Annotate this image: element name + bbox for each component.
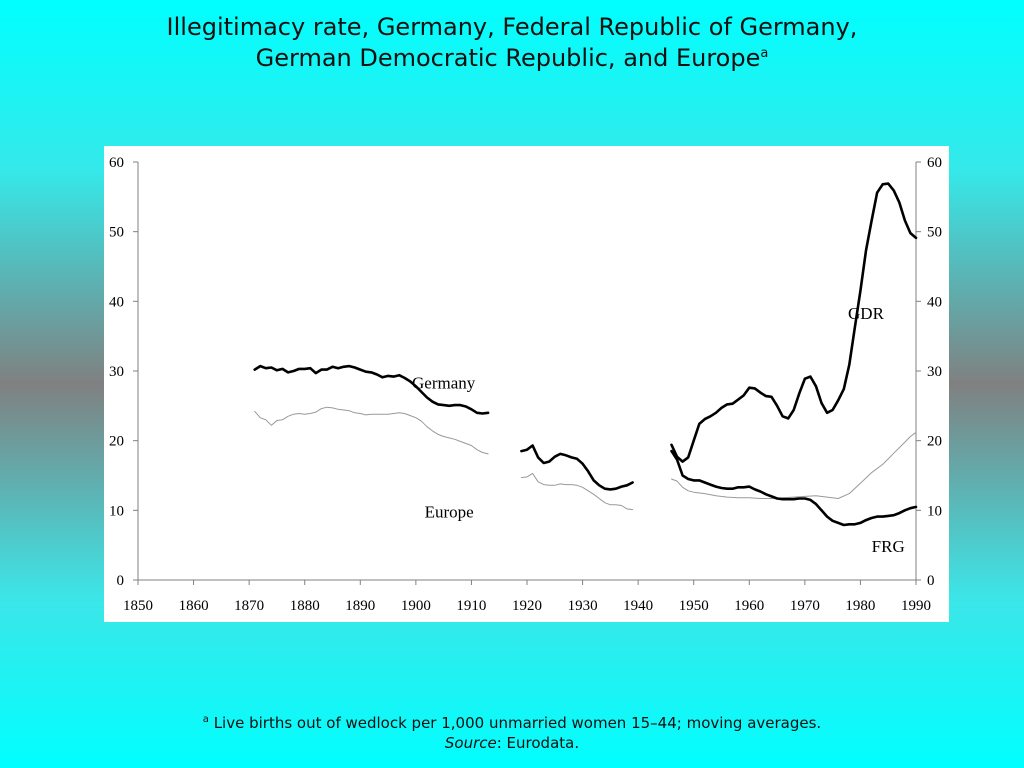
y-tick-left-label: 0 (117, 573, 125, 589)
y-tick-right-label: 20 (927, 434, 942, 450)
y-tick-right-label: 40 (927, 294, 942, 310)
x-tick-label: 1880 (290, 598, 320, 614)
series-label-germany: Germany (412, 373, 476, 392)
x-tick-label: 1910 (456, 598, 486, 614)
y-tick-left-label: 30 (109, 364, 124, 380)
x-tick-label: 1990 (901, 598, 931, 614)
y-tick-left-label: 20 (109, 434, 124, 450)
series-line-europe (671, 431, 917, 499)
chart-panel: 1850 1860 1870 1880 1890 1900 1910 1920 1930 1940… (104, 146, 949, 622)
chart-title-line1: Illegitimacy rate, Germany, Federal Repu… (166, 13, 858, 41)
source-text: : Eurodata. (496, 734, 580, 752)
x-tick-label: 1860 (179, 598, 209, 614)
series-line-gdr (670, 182, 918, 463)
footnote-text: Live births out of wedlock per 1,000 unm… (213, 714, 822, 732)
x-tick-label: 1960 (734, 598, 764, 614)
chart-title-line2-row: German Democratic Republic, and Europea (0, 43, 1024, 74)
series-line-europe (520, 472, 634, 511)
chart-title: Illegitimacy rate, Germany, Federal Repu… (0, 12, 1024, 74)
x-tick-label: 1920 (512, 598, 542, 614)
x-tick-label: 1980 (845, 598, 875, 614)
chart-title-footnote-marker: a (760, 46, 769, 61)
series-label-europe: Europe (425, 502, 474, 521)
source-label: Source (444, 734, 497, 752)
x-tick-label: 1870 (234, 598, 264, 614)
x-tick-label: 1900 (401, 598, 431, 614)
footnote-marker: a (202, 714, 209, 725)
series-label-gdr: GDR (848, 304, 885, 323)
series-line-europe (254, 406, 489, 455)
y-tick-left-label: 50 (109, 225, 124, 241)
y-tick-left-label: 10 (109, 503, 124, 519)
series-line-germany (253, 364, 490, 415)
y-tick-right-label: 60 (927, 155, 942, 171)
y-tick-left-label: 60 (109, 155, 124, 171)
series-line-germany (520, 444, 634, 491)
x-tick-label: 1850 (123, 598, 153, 614)
y-tick-right-label: 50 (927, 225, 942, 241)
x-tick-label: 1930 (568, 598, 598, 614)
chart-title-line2: German Democratic Republic, and Europe (255, 44, 761, 72)
y-tick-right-label: 10 (927, 503, 942, 519)
footnote-line2: Source: Eurodata. (0, 733, 1024, 753)
x-tick-label: 1950 (679, 598, 709, 614)
y-tick-left-label: 40 (109, 294, 124, 310)
series-line-frg (670, 449, 918, 527)
y-tick-right-label: 0 (927, 573, 935, 589)
y-tick-right-label: 30 (927, 364, 942, 380)
footnote-line1: a Live births out of wedlock per 1,000 u… (0, 713, 1024, 733)
series-label-frg: FRG (872, 537, 905, 556)
x-tick-label: 1970 (790, 598, 820, 614)
x-tick-label: 1940 (623, 598, 653, 614)
footnote: a Live births out of wedlock per 1,000 u… (0, 713, 1024, 753)
chart-canvas: 1850 1860 1870 1880 1890 1900 1910 1920 1930 1940… (109, 155, 942, 614)
x-tick-label: 1890 (345, 598, 375, 614)
